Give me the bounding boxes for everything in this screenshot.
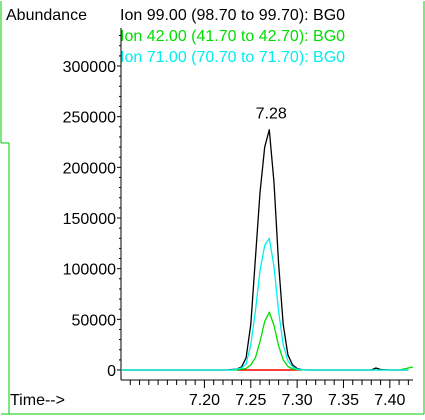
legend-entry-3: Ion 71.00 (70.70 to 71.70): BG0 [120,49,345,66]
y-tick-label: 250000 [63,110,116,127]
y-axis-label: Abundance [6,7,87,24]
y-tick-label: 150000 [63,211,116,228]
x-tick-label: 7.40 [374,392,405,409]
y-tick-label: 50000 [72,312,117,329]
peak-label: 7.28 [256,106,287,123]
x-axis-label: Time--> [10,392,65,409]
series-line-1 [121,129,409,371]
x-tick-label: 7.20 [189,392,220,409]
plot-layer: 0 50000 100000 150000 200000 250000 300000 7.20… [63,28,414,409]
x-tick-label: 7.35 [328,392,359,409]
y-tick-label: 200000 [63,160,116,177]
y-tick-label: 0 [107,363,116,380]
series-line-2 [121,311,414,371]
legend-entry-1: Ion 99.00 (98.70 to 99.70): BG0 [120,7,345,24]
y-tick-label: 100000 [63,262,116,279]
x-tick-label: 7.25 [235,392,266,409]
series-line-3 [121,237,409,371]
legend-entry-2: Ion 42.00 (41.70 to 42.70): BG0 [120,28,345,45]
legend: Ion 99.00 (98.70 to 99.70): BG0 Ion 42.00… [120,7,345,66]
y-tick-label: 300000 [63,59,116,76]
x-tick-label: 7.30 [282,392,313,409]
